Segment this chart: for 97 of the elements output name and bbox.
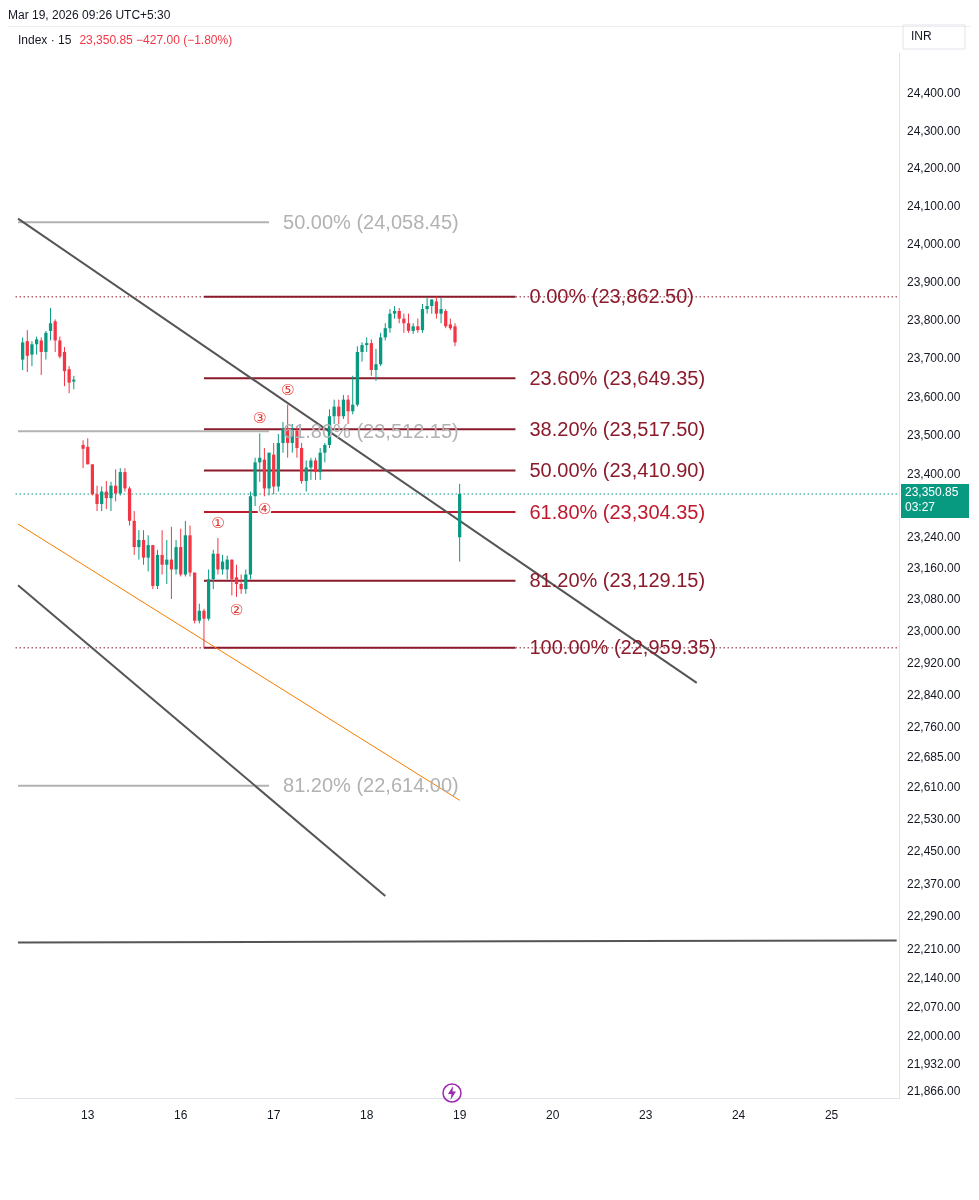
candlestick bbox=[174, 539, 178, 576]
x-tick-label: 20 bbox=[545, 1108, 560, 1123]
chart-title: Index · 15 bbox=[18, 33, 72, 47]
y-tick-label: 22,610.00 bbox=[907, 779, 961, 794]
candlestick bbox=[313, 457, 318, 481]
y-tick-label: 22,210.00 bbox=[907, 942, 961, 957]
y-tick-label: 22,760.00 bbox=[907, 719, 961, 734]
candlestick bbox=[21, 336, 25, 371]
y-tick-label: 23,080.00 bbox=[907, 592, 961, 607]
y-tick-label: 22,000.00 bbox=[907, 1028, 961, 1043]
annotation: ④ bbox=[257, 500, 272, 518]
x-tick-label: 18 bbox=[360, 1108, 374, 1123]
series-label: 23.60% (23,649.35) bbox=[529, 366, 706, 389]
y-tick-label: 23,240.00 bbox=[907, 529, 961, 544]
candlestick bbox=[95, 485, 99, 512]
y-tick-label: 22,685.00 bbox=[907, 749, 961, 764]
y-tick-label: 22,920.00 bbox=[907, 655, 961, 670]
y-tick-label: 22,070.00 bbox=[907, 999, 961, 1014]
y-tick-label: 24,100.00 bbox=[907, 198, 961, 213]
series-label: 0.00% (23,862.50) bbox=[529, 285, 695, 308]
y-tick-label: 23,500.00 bbox=[907, 428, 961, 443]
candlestick bbox=[434, 295, 439, 320]
candlestick bbox=[444, 308, 448, 329]
candlestick bbox=[346, 394, 350, 425]
candlestick bbox=[420, 303, 425, 334]
y-tick-label: 23,400.00 bbox=[907, 467, 961, 482]
y-tick-label: 22,530.00 bbox=[907, 811, 961, 826]
x-tick-label: 17 bbox=[267, 1108, 281, 1123]
candlestick bbox=[62, 346, 67, 387]
candlestick bbox=[402, 313, 406, 334]
y-tick-label: 22,140.00 bbox=[907, 970, 961, 985]
ref-line-label: 23,350.85 03:27 bbox=[905, 485, 959, 515]
candlestick bbox=[202, 608, 206, 649]
y-tick-label: 24,400.00 bbox=[907, 86, 961, 101]
y-axis-title: INR bbox=[911, 29, 932, 44]
y-tick-label: 24,000.00 bbox=[907, 236, 961, 251]
candlestick bbox=[160, 529, 164, 576]
candlestick bbox=[304, 459, 308, 493]
candlestick bbox=[141, 529, 146, 566]
candlestick bbox=[114, 468, 118, 502]
x-tick-label: 19 bbox=[452, 1108, 467, 1123]
candlestick bbox=[123, 467, 127, 493]
text: Mar 19, 2026 09:26 UTC+5:30 bbox=[8, 8, 172, 24]
y-tick-label: 22,370.00 bbox=[907, 876, 961, 891]
y-tick-label: 21,932.00 bbox=[907, 1056, 961, 1071]
candlestick bbox=[439, 297, 443, 324]
y-tick-label: 24,200.00 bbox=[907, 161, 961, 176]
candlestick bbox=[374, 348, 378, 382]
candlestick bbox=[425, 297, 429, 315]
series-label: 50.00% (24,058.45) bbox=[283, 210, 459, 233]
annotation: ③ bbox=[253, 409, 267, 427]
candlestick bbox=[360, 341, 364, 363]
y-tick-label: 24,300.00 bbox=[907, 123, 961, 138]
candlestick bbox=[81, 439, 85, 469]
y-tick-label: 23,600.00 bbox=[907, 389, 961, 404]
candlestick bbox=[58, 336, 62, 359]
y-tick-label: 23,700.00 bbox=[907, 351, 961, 366]
candlestick bbox=[234, 564, 239, 598]
series-label: 50.00% (23,410.90) bbox=[529, 459, 706, 482]
chart-subtitle: 23,350.85 −427.00 (−1.80%) bbox=[79, 33, 233, 47]
candlestick bbox=[67, 365, 71, 394]
candlestick bbox=[137, 529, 141, 561]
y-tick-label: 23,160.00 bbox=[907, 560, 961, 575]
y-tick-label: 22,450.00 bbox=[907, 844, 961, 859]
candlestick bbox=[406, 313, 411, 334]
y-tick-label: 23,800.00 bbox=[907, 312, 961, 327]
x-tick-label: 25 bbox=[824, 1108, 839, 1123]
candlestick bbox=[388, 308, 392, 334]
candlestick bbox=[53, 318, 57, 353]
candlestick bbox=[118, 467, 122, 496]
candlestick bbox=[44, 330, 48, 361]
annotation: ⑤ bbox=[280, 380, 295, 398]
x-tick-label: 16 bbox=[174, 1108, 188, 1123]
candlestick bbox=[453, 322, 457, 347]
series-label: 38.20% (23,517.50) bbox=[529, 417, 706, 440]
x-tick-label: 23 bbox=[638, 1108, 653, 1123]
candlestick bbox=[48, 307, 53, 341]
x-tick-label: 24 bbox=[731, 1108, 746, 1123]
x-tick-label: 13 bbox=[81, 1108, 95, 1123]
y-tick-label: 21,866.00 bbox=[907, 1084, 961, 1099]
y-tick-label: 22,840.00 bbox=[907, 687, 961, 702]
y-tick-label: 23,000.00 bbox=[907, 624, 961, 639]
candlestick bbox=[34, 336, 39, 356]
candlestick bbox=[216, 537, 220, 576]
candlestick bbox=[25, 329, 29, 373]
annotation: ② bbox=[229, 601, 244, 619]
candlestick bbox=[197, 603, 201, 624]
candlestick bbox=[323, 442, 327, 463]
y-tick-label: 23,900.00 bbox=[907, 274, 961, 289]
candlestick bbox=[318, 447, 322, 481]
y-tick-label: 22,290.00 bbox=[907, 909, 961, 924]
annotation: ① bbox=[211, 514, 225, 532]
candlestick bbox=[146, 534, 150, 572]
candlestick bbox=[309, 457, 313, 481]
candlestick bbox=[30, 340, 34, 367]
candlestick bbox=[39, 336, 43, 376]
series-label: 61.80% (23,304.35) bbox=[529, 500, 706, 523]
